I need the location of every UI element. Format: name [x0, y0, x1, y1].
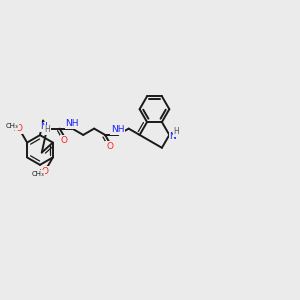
Text: O: O [61, 136, 68, 145]
Text: O: O [106, 142, 113, 151]
Text: N: N [169, 132, 176, 141]
Text: O: O [16, 124, 22, 133]
Text: H: H [44, 125, 50, 134]
Text: NH: NH [65, 119, 79, 128]
Text: O: O [41, 167, 48, 176]
Text: N: N [40, 122, 46, 131]
Text: CH₃: CH₃ [6, 123, 18, 129]
Text: H: H [174, 127, 179, 136]
Text: NH: NH [111, 125, 124, 134]
Text: CH₃: CH₃ [31, 171, 44, 177]
